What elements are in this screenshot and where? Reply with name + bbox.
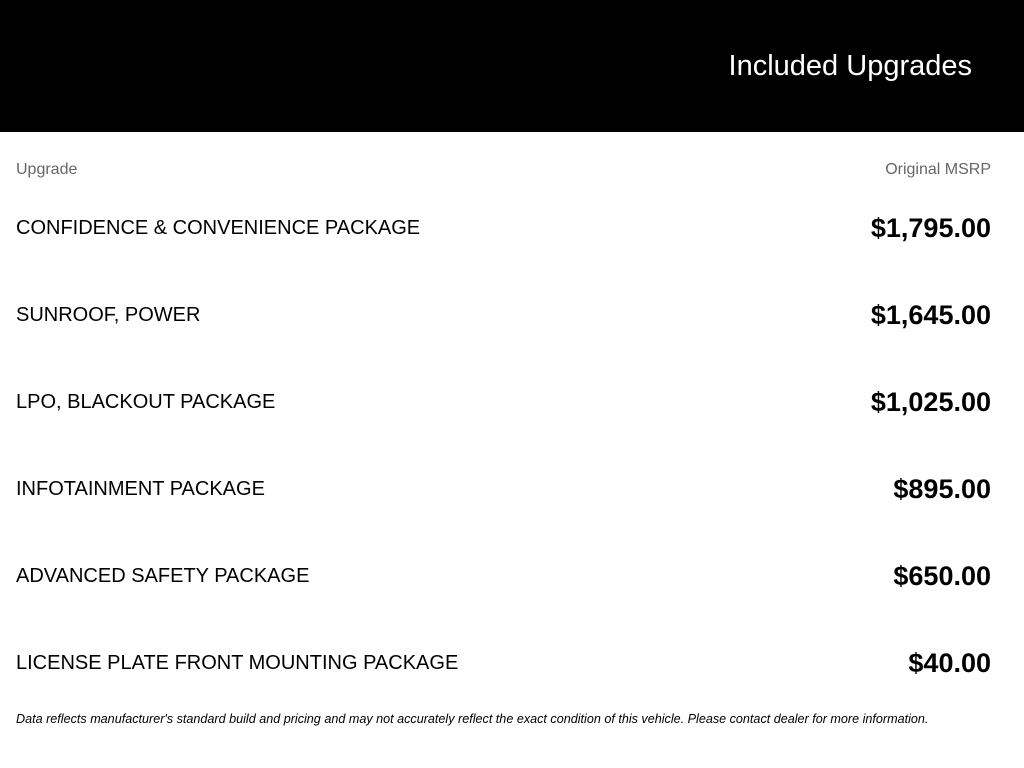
table-row: LICENSE PLATE FRONT MOUNTING PACKAGE $40.… — [16, 620, 991, 707]
column-header-msrp: Original MSRP — [885, 161, 991, 178]
upgrade-name: INFOTAINMENT PACKAGE — [16, 478, 265, 500]
table-row: LPO, BLACKOUT PACKAGE $1,025.00 — [16, 359, 991, 446]
disclaimer-text: Data reflects manufacturer's standard bu… — [16, 712, 929, 726]
header-banner: Included Upgrades — [0, 0, 1024, 132]
upgrade-price: $1,645.00 — [870, 300, 991, 330]
table-row: INFOTAINMENT PACKAGE $895.00 — [16, 446, 991, 533]
page-title: Included Upgrades — [728, 50, 972, 82]
table-row: ADVANCED SAFETY PACKAGE $650.00 — [16, 533, 991, 620]
table-row: SUNROOF, POWER $1,645.00 — [16, 272, 991, 359]
upgrade-price: $40.00 — [908, 648, 991, 678]
upgrade-price: $1,025.00 — [870, 387, 991, 417]
upgrade-price: $650.00 — [893, 561, 991, 591]
upgrades-list: CONFIDENCE & CONVENIENCE PACKAGE $1,795.0… — [16, 185, 991, 707]
upgrade-name: SUNROOF, POWER — [16, 304, 201, 326]
table-header: Upgrade Original MSRP — [16, 159, 991, 181]
table-row: CONFIDENCE & CONVENIENCE PACKAGE $1,795.0… — [16, 185, 991, 272]
upgrade-name: LPO, BLACKOUT PACKAGE — [16, 391, 276, 413]
upgrade-name: CONFIDENCE & CONVENIENCE PACKAGE — [16, 217, 421, 239]
upgrade-name: ADVANCED SAFETY PACKAGE — [16, 565, 310, 587]
column-header-upgrade: Upgrade — [16, 161, 78, 178]
upgrade-name: LICENSE PLATE FRONT MOUNTING PACKAGE — [16, 652, 459, 674]
upgrade-price: $895.00 — [893, 474, 991, 504]
upgrade-price: $1,795.00 — [870, 213, 991, 243]
